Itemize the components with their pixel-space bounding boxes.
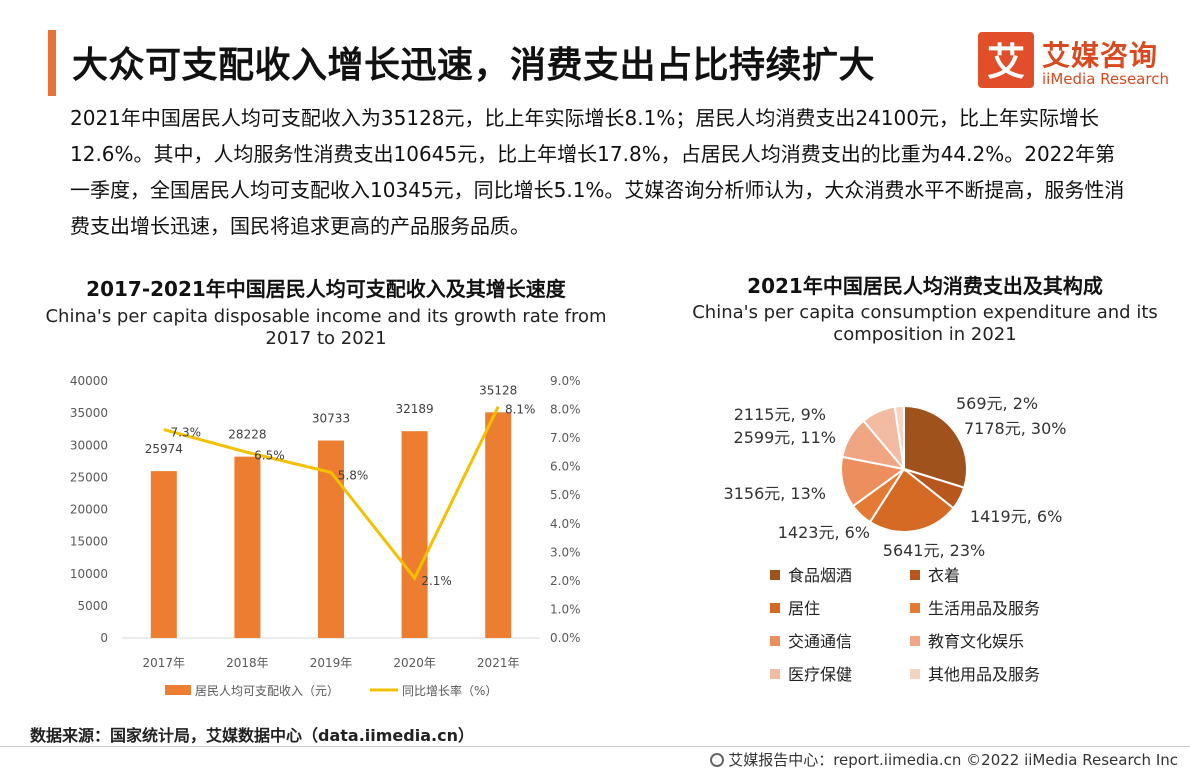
pie-slice-label: 7178元, 30% <box>964 419 1066 438</box>
line-value-label: 2.1% <box>421 574 452 588</box>
left-tick-label: 20000 <box>70 503 108 517</box>
legend-bar-swatch <box>165 685 191 695</box>
pie-legend-label: 其他用品及服务 <box>928 665 1041 684</box>
right-tick-label: 4.0% <box>550 517 581 531</box>
bar-value-label: 28228 <box>228 428 266 442</box>
left-tick-label: 30000 <box>70 438 108 452</box>
bar-chart-title: 2017-2021年中国居民人均可支配收入及其增长速度 <box>86 277 566 301</box>
growth-rate-line <box>163 406 500 581</box>
bar-chart-subtitle: China's per capita disposable income and… <box>45 306 607 349</box>
footer: 艾媒报告中心：report.iimedia.cn ©2022 iiMedia R… <box>710 749 1178 770</box>
pie-legend-item: 医疗保健 <box>770 661 852 685</box>
line-value-label: 6.5% <box>254 448 285 462</box>
pie-slice-label: 1419元, 6% <box>970 507 1062 526</box>
globe-icon <box>710 753 725 767</box>
right-tick-label: 3.0% <box>550 545 581 559</box>
line-value-label: 5.8% <box>338 468 369 482</box>
pie-legend-swatch <box>770 636 780 646</box>
right-tick-label: 6.0% <box>550 460 581 474</box>
pie-legend-label: 教育文化娱乐 <box>928 632 1025 651</box>
pie-slice <box>903 404 968 489</box>
x-tick-label: 2021年 <box>477 656 520 670</box>
footer-divider <box>0 746 1190 747</box>
legend-bar-label: 居民人均可支配收入（元） <box>195 684 339 698</box>
pie-legend-swatch <box>770 669 780 679</box>
bar <box>234 456 261 638</box>
x-tick-label: 2019年 <box>310 656 353 670</box>
line-value-label: 7.3% <box>171 426 202 440</box>
pie-legend-swatch <box>910 669 920 679</box>
left-tick-label: 5000 <box>77 599 108 613</box>
bar-value-label: 35128 <box>479 383 517 397</box>
pie-legend-label: 医疗保健 <box>788 665 853 684</box>
right-tick-label: 0.0% <box>550 631 581 645</box>
left-tick-label: 35000 <box>70 406 108 420</box>
pie-legend-item: 交通通信 <box>770 628 852 652</box>
pie-legend-item: 居住 <box>770 595 820 619</box>
right-tick-label: 7.0% <box>550 431 581 445</box>
legend-line-label: 同比增长率（%） <box>402 683 497 698</box>
right-tick-label: 9.0% <box>550 374 581 388</box>
title-accent-bar <box>48 30 56 96</box>
logo-text-cn: 艾媒咨询 <box>1042 39 1159 72</box>
pie-slice-label: 3156元, 13% <box>724 484 826 503</box>
pie-legend-item: 衣着 <box>910 562 960 586</box>
pie-legend-item: 食品烟酒 <box>770 562 852 586</box>
pie-legend-swatch <box>910 603 920 613</box>
logo-text-en: iiMedia Research <box>1042 70 1169 88</box>
pie-legend-swatch <box>770 603 780 613</box>
pie-legend-item: 生活用品及服务 <box>910 595 1040 619</box>
pie-slice-label: 5641元, 23% <box>883 541 985 560</box>
pie-legend-label: 生活用品及服务 <box>928 599 1041 618</box>
x-tick-label: 2020年 <box>393 656 436 670</box>
pie-slice <box>868 467 955 533</box>
logo: 艾 艾媒咨询 iiMedia Research <box>978 32 1178 90</box>
pie-slice-label: 569元, 2% <box>956 394 1038 413</box>
pie-chart-subtitle: China's per capita consumption expenditu… <box>692 302 1158 345</box>
pie-slice-label: 2115元, 9% <box>734 405 826 424</box>
pie-legend-label: 交通通信 <box>788 632 853 651</box>
bar-value-label: 32189 <box>396 402 434 416</box>
left-tick-label: 15000 <box>70 535 108 549</box>
bar <box>485 412 512 638</box>
bar-value-label: 30733 <box>312 412 350 426</box>
pie-slice-label: 2599元, 11% <box>734 428 836 447</box>
pie-legend-swatch <box>770 570 780 580</box>
intro-paragraph: 2021年中国居民人均可支配收入为35128元，比上年实际增长8.1%；居民人均… <box>70 106 1125 238</box>
pie-legend-item: 其他用品及服务 <box>910 661 1040 685</box>
right-tick-label: 8.0% <box>550 403 581 417</box>
bar-value-label: 25974 <box>145 442 183 456</box>
left-tick-label: 10000 <box>70 567 108 581</box>
pie-legend-swatch <box>910 636 920 646</box>
data-source: 数据来源：国家统计局，艾媒数据中心（data.iimedia.cn） <box>30 726 474 745</box>
x-tick-label: 2018年 <box>226 656 269 670</box>
logo-mark-icon: 艾 <box>978 32 1034 88</box>
right-tick-label: 1.0% <box>550 602 581 616</box>
pie-legend-label: 食品烟酒 <box>788 566 853 585</box>
pie-legend-label: 居住 <box>788 599 821 618</box>
bar <box>401 431 428 638</box>
pie-legend-item: 教育文化娱乐 <box>910 628 1024 652</box>
right-tick-label: 5.0% <box>550 488 581 502</box>
right-tick-label: 2.0% <box>550 574 581 588</box>
x-tick-label: 2017年 <box>143 656 186 670</box>
pie-chart-title: 2021年中国居民人均消费支出及其构成 <box>747 274 1103 298</box>
line-value-label: 8.1% <box>505 403 536 417</box>
pie-slice-label: 1423元, 6% <box>778 523 870 542</box>
footer-text: 艾媒报告中心：report.iimedia.cn ©2022 iiMedia R… <box>728 751 1178 769</box>
pie-legend-label: 衣着 <box>928 566 961 585</box>
left-tick-label: 40000 <box>70 374 108 388</box>
page-title: 大众可支配收入增长迅速，消费支出占比持续扩大 <box>72 45 876 86</box>
left-tick-label: 0 <box>100 631 108 645</box>
pie-chart: 7178元, 30% 1419元, 6% 5641元, 23% 1423元, 6% 31… <box>724 394 1067 560</box>
bar <box>150 471 177 638</box>
pie-legend-swatch <box>910 570 920 580</box>
logo-glyph: 艾 <box>987 40 1025 84</box>
left-tick-label: 25000 <box>70 470 108 484</box>
pie-slice <box>893 404 905 470</box>
bar-line-chart: 0 5000 10000 15000 20000 25000 30000 35000 40000… <box>70 374 581 698</box>
